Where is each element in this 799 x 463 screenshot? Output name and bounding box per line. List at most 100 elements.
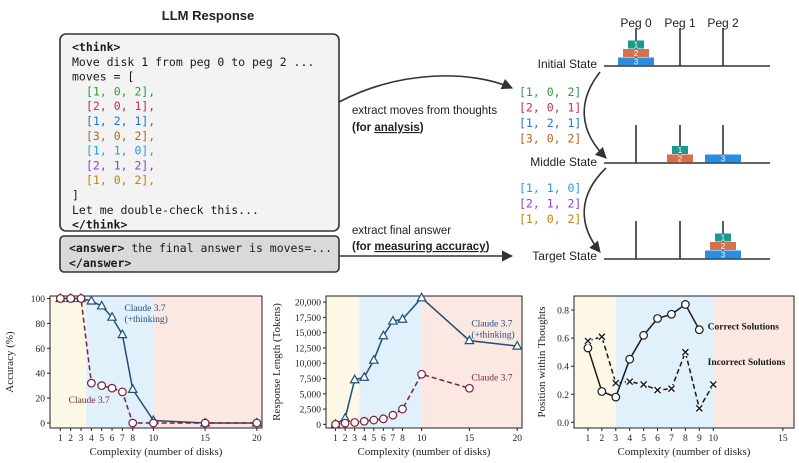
data-point-circle	[107, 383, 117, 393]
disk-label: 1	[634, 41, 639, 50]
disk-label: 3	[721, 251, 726, 260]
data-point-circle	[55, 294, 65, 303]
y-tick-label: 100	[31, 295, 46, 305]
y-tick-label: 80	[36, 320, 46, 330]
data-point-circle	[66, 294, 76, 303]
x-tick-label: 5	[371, 434, 376, 444]
disk-3	[705, 154, 741, 163]
peg-label-1: Peg 1	[664, 16, 696, 30]
data-point-circle	[694, 325, 704, 335]
data-point-triangle	[86, 295, 97, 305]
extract-moves-label: extract moves from thoughts	[352, 105, 497, 117]
state-middle: Middle State	[530, 155, 597, 169]
data-point-triangle	[378, 329, 389, 340]
data-point-circle	[200, 418, 210, 428]
disk-2	[710, 242, 736, 250]
y-tick-label: 0	[40, 420, 45, 430]
data-point-circle	[97, 381, 107, 391]
llm-response-title: LLM Response	[162, 8, 254, 23]
complexity-region	[359, 296, 422, 428]
y-tick-label: 20,000	[295, 299, 321, 309]
complexity-region	[86, 296, 154, 428]
data-point-x	[709, 380, 717, 388]
plot-frame	[325, 295, 523, 429]
data-point-x	[626, 378, 634, 386]
complexity-region	[326, 296, 360, 428]
y-tick-label: 0.8	[557, 307, 569, 317]
data-point-triangle	[397, 313, 408, 323]
extracted-move: [2, 1, 2]	[519, 197, 581, 211]
hanoi-illustration: LLM Response <think>Move disk 1 from peg…	[59, 8, 770, 273]
think-line: [1, 0, 2],	[86, 173, 155, 187]
y-axis-label: Response Length (Tokens)	[271, 303, 283, 421]
complexity-region	[153, 296, 262, 428]
y-tick-label: 5,000	[300, 390, 322, 400]
think-line: [2, 0, 1],	[86, 99, 155, 113]
y-tick-label: 17,500	[295, 314, 321, 324]
state-arrow-1	[583, 71, 607, 159]
data-point-x	[667, 385, 675, 393]
think-box	[59, 33, 340, 232]
think-line: Let me double-check this...	[72, 203, 259, 217]
data-point-circle	[417, 369, 427, 379]
series-line	[335, 373, 470, 426]
think-line: [1, 2, 1],	[86, 114, 155, 128]
data-point-circle	[369, 415, 379, 425]
x-tick-label: 8	[400, 434, 405, 444]
series-label: Claude 3.7	[471, 373, 512, 383]
data-point-circle	[388, 410, 398, 420]
x-tick-label: 1	[586, 434, 591, 444]
data-point-triangle	[117, 328, 128, 339]
think-block: <think>Move disk 1 from peg 0 to peg 2 .…	[72, 40, 314, 232]
disk-3	[705, 250, 741, 259]
data-point-circle	[149, 418, 158, 428]
data-point-circle	[340, 418, 350, 428]
y-axis-label: Accuracy (%)	[4, 331, 16, 393]
accuracy-chart: 0 20 40 60 80 100 1 2 3 4 5 6 7 8 10 15 20 Complexity (nu…	[4, 292, 263, 458]
series-label: Claude 3.7	[69, 396, 110, 406]
complexity-region	[713, 296, 794, 428]
disk-1	[628, 40, 644, 49]
x-tick-label: 10	[417, 434, 427, 444]
y-tick-label: 40	[36, 370, 46, 380]
answer-box	[59, 235, 340, 273]
x-axis-label: Complexity (number of disks)	[90, 446, 223, 458]
data-point-triangle	[416, 292, 427, 302]
series-label: (+thinking)	[124, 314, 167, 325]
x-tick-label: 1	[333, 434, 338, 444]
data-point-triangle	[106, 311, 118, 321]
think-line: moves = [	[72, 70, 134, 84]
data-point-triangle	[511, 340, 523, 350]
complexity-region	[421, 296, 522, 428]
x-tick-label: 4	[362, 434, 367, 444]
data-point-circle	[597, 387, 607, 396]
think-line: [3, 0, 2],	[86, 129, 155, 143]
x-tick-label: 3	[79, 434, 84, 444]
data-point-x	[612, 379, 620, 387]
x-tick-label: 20	[252, 434, 262, 444]
y-tick-label: 20	[36, 395, 46, 405]
data-point-circle	[378, 414, 388, 424]
extracted-move: [1, 1, 0]	[519, 181, 581, 195]
x-tick-label: 15	[778, 434, 788, 444]
disk-label: 2	[634, 49, 639, 58]
data-point-circle	[653, 314, 662, 323]
x-tick-label: 7	[669, 434, 674, 444]
state-initial: Initial State	[538, 57, 598, 71]
extract-answer-purpose: (for measuring accuracy)	[352, 241, 490, 253]
y-tick-label: 0	[316, 421, 321, 431]
x-axis-label: Complexity (number of disks)	[618, 446, 751, 458]
extracted-move: [1, 0, 2]	[519, 212, 581, 226]
think-line: [1, 0, 2],	[86, 84, 155, 98]
disk-label: 1	[678, 146, 683, 155]
response-length-chart: 0 2,500 5,000 7,500 10,000 12,500 15,000 17,500…	[271, 292, 523, 458]
data-point-triangle	[368, 354, 380, 364]
answer-line-2: </answer>	[69, 256, 131, 270]
x-tick-label: 10	[708, 434, 718, 444]
data-point-triangle	[349, 373, 360, 384]
y-tick-label: 60	[36, 345, 46, 355]
x-tick-label: 1	[58, 434, 63, 444]
x-tick-label: 2	[68, 434, 73, 444]
y-tick-label: 7,500	[300, 375, 322, 385]
